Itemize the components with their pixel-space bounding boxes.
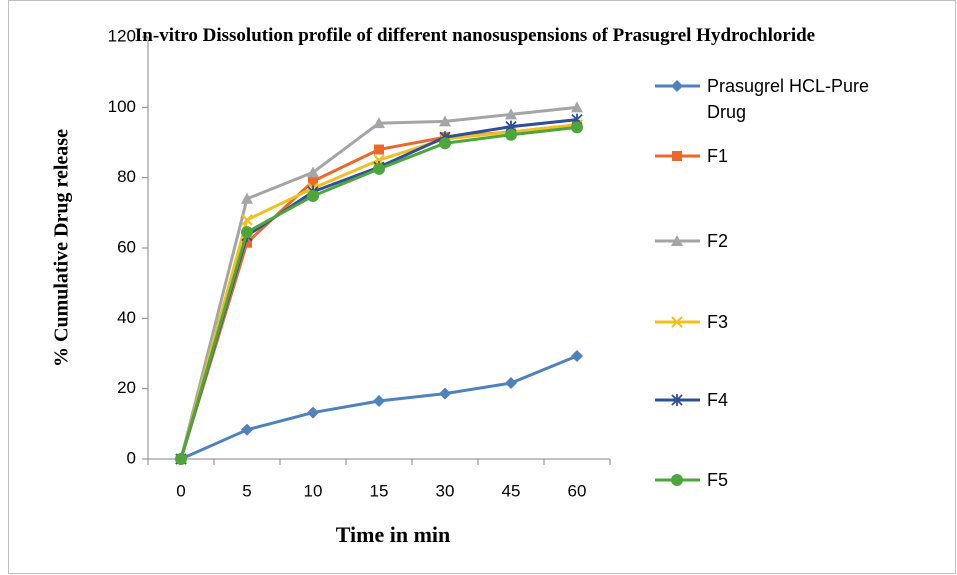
marker <box>241 226 253 239</box>
marker <box>307 406 319 419</box>
marker <box>671 474 683 486</box>
marker <box>439 387 451 400</box>
marker <box>671 80 683 92</box>
x-tick-label: 60 <box>568 481 587 500</box>
marker <box>373 117 385 129</box>
marker <box>505 108 517 120</box>
x-tick-label: 5 <box>242 481 251 500</box>
marker <box>505 128 517 141</box>
marker <box>671 235 683 246</box>
legend-label: Prasugrel HCL-Pure Drug <box>707 76 870 122</box>
legend-label: F1 <box>707 146 729 166</box>
x-tick-label: 10 <box>304 481 323 500</box>
y-tick-label: 0 <box>127 448 136 467</box>
x-tick-label: 30 <box>436 481 455 500</box>
marker <box>571 349 583 362</box>
marker <box>672 151 682 161</box>
y-tick-label: 120 <box>108 26 136 45</box>
legend-label: F4 <box>707 390 729 410</box>
series-line <box>180 354 578 461</box>
y-tick-label: 20 <box>117 378 136 397</box>
marker <box>439 137 451 150</box>
y-tick-label: 40 <box>117 308 136 327</box>
marker <box>241 192 253 204</box>
marker <box>308 176 318 187</box>
y-tick-label: 60 <box>117 237 136 256</box>
legend-label: F5 <box>707 470 729 490</box>
marker <box>241 214 253 226</box>
chart-title: In-vitro Dissolution profile of differen… <box>134 25 816 46</box>
legend-label: F2 <box>707 231 729 251</box>
marker <box>374 144 384 155</box>
marker <box>439 115 451 127</box>
marker <box>373 394 385 407</box>
marker <box>571 101 583 113</box>
y-axis-label: % Cumulative Drug release <box>50 129 73 367</box>
x-tick-label: 45 <box>502 481 521 500</box>
series-line <box>179 125 578 460</box>
y-tick-label: 80 <box>117 167 136 186</box>
marker <box>175 453 187 465</box>
marker <box>671 316 683 328</box>
legend-label: F3 <box>707 312 729 332</box>
x-axis-label: Time in min <box>335 522 451 547</box>
marker <box>307 166 319 178</box>
series-line <box>179 123 578 460</box>
x-tick-label: 15 <box>370 481 389 500</box>
marker <box>373 162 385 175</box>
y-tick-label: 100 <box>108 97 136 116</box>
marker <box>671 394 683 406</box>
marker <box>571 121 583 134</box>
marker <box>242 237 252 248</box>
series-line <box>179 123 578 460</box>
marker <box>505 377 517 390</box>
chart-frame <box>8 0 956 574</box>
marker <box>307 189 319 202</box>
x-tick-label: 0 <box>176 481 185 500</box>
marker <box>241 423 253 436</box>
